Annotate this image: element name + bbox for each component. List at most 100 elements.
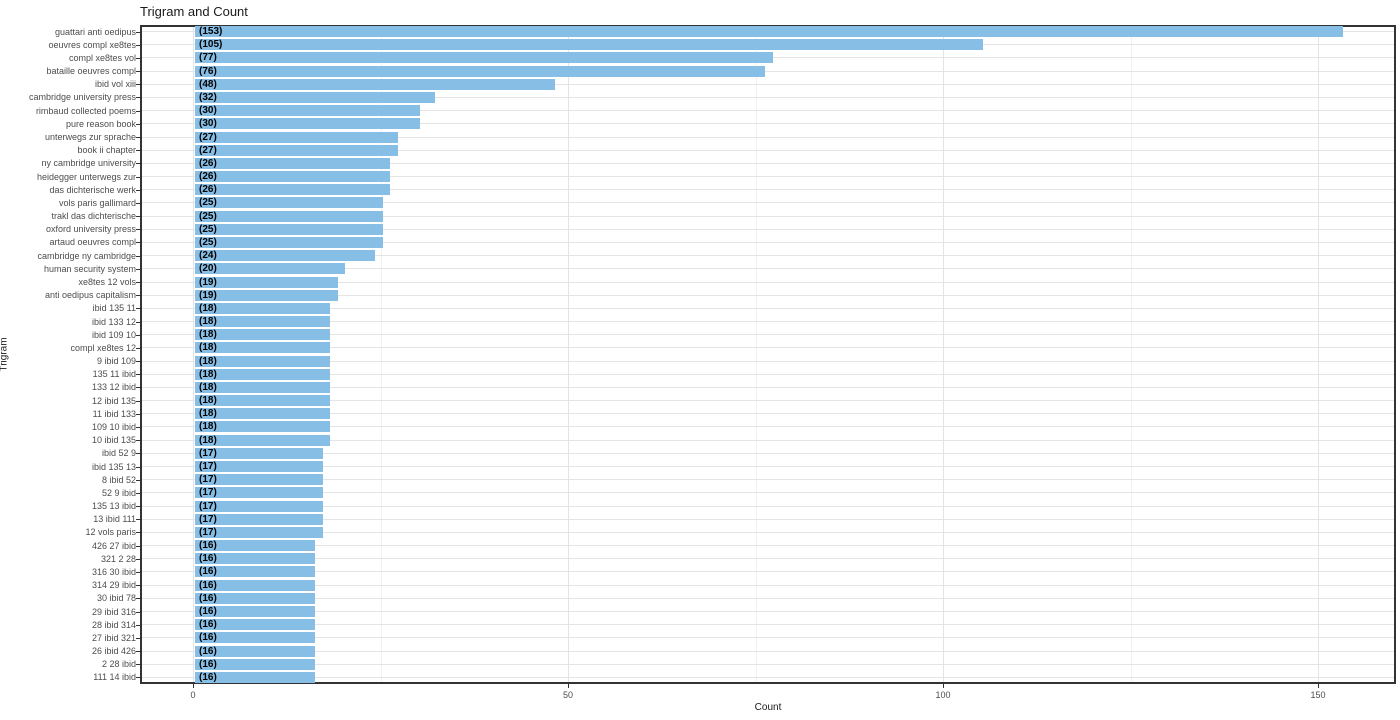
gridline-horizontal <box>142 676 1394 678</box>
gridline-horizontal <box>142 307 1394 309</box>
bar-value-label: (17) <box>199 513 217 525</box>
bar-value-label: (105) <box>199 39 223 51</box>
gridline-vertical-major <box>943 27 944 682</box>
y-tick-mark <box>136 506 140 508</box>
gridline-horizontal <box>142 386 1394 388</box>
y-tick-label: heidegger unterwegs zur <box>36 171 136 182</box>
bar <box>195 342 330 354</box>
gridline-horizontal <box>142 637 1394 639</box>
bar <box>195 434 330 446</box>
bar-value-label: (77) <box>199 52 217 64</box>
gridline-horizontal <box>142 452 1394 454</box>
bar <box>195 526 323 538</box>
y-tick-label: 52 9 ibid <box>101 487 136 498</box>
bar <box>195 329 330 341</box>
bar <box>195 65 765 77</box>
gridline-vertical-major <box>568 27 569 682</box>
y-tick-label: guattari anti oedipus <box>54 26 136 37</box>
bar-value-label: (16) <box>199 671 217 683</box>
y-tick-label: 12 ibid 135 <box>91 395 136 406</box>
y-tick-label: 426 27 ibid <box>91 540 136 551</box>
gridline-horizontal <box>142 281 1394 283</box>
y-tick-label: 12 vols paris <box>85 527 136 538</box>
bar <box>195 658 315 670</box>
gridline-horizontal <box>142 663 1394 665</box>
gridline-horizontal <box>142 611 1394 612</box>
bar-value-label: (16) <box>199 606 217 617</box>
y-tick-mark <box>136 31 140 33</box>
bar <box>195 421 330 433</box>
y-tick-mark <box>136 466 140 468</box>
gridline-horizontal <box>142 202 1394 204</box>
y-tick-label: artaud oeuvres compl <box>49 237 136 248</box>
y-tick-label: unterwegs zur sprache <box>44 132 136 143</box>
bar-value-label: (18) <box>199 434 217 446</box>
y-tick-label: pure reason book <box>65 118 136 129</box>
y-tick-label: bataille oeuvres compl <box>46 66 136 77</box>
bar-value-label: (20) <box>199 263 217 275</box>
bar <box>195 447 323 459</box>
y-tick-mark <box>136 440 140 442</box>
bar <box>195 26 1343 38</box>
bar-value-label: (18) <box>199 342 217 354</box>
bar <box>195 513 323 525</box>
gridline-horizontal <box>142 439 1394 441</box>
bar <box>195 197 383 209</box>
y-tick-mark <box>136 585 140 587</box>
bar <box>195 78 555 90</box>
bar-value-label: (48) <box>199 78 217 90</box>
bar-value-label: (26) <box>199 184 217 196</box>
bar <box>195 632 315 644</box>
bar <box>195 671 315 683</box>
bar <box>195 144 398 156</box>
bar-value-label: (19) <box>199 276 217 288</box>
y-tick-mark <box>136 137 140 139</box>
bar-value-label: (16) <box>199 632 217 644</box>
gridline-horizontal <box>142 650 1394 652</box>
gridline-horizontal <box>142 518 1394 520</box>
y-tick-label: book ii chapter <box>77 145 136 156</box>
bar-value-label: (18) <box>199 408 217 420</box>
gridline-horizontal <box>142 294 1394 296</box>
y-tick-mark <box>136 57 140 59</box>
bar-value-label: (17) <box>199 447 217 459</box>
bar-value-label: (18) <box>199 395 217 407</box>
bar <box>195 579 315 591</box>
x-tick-mark <box>193 684 194 688</box>
gridline-horizontal <box>142 624 1394 626</box>
y-tick-mark <box>136 519 140 521</box>
y-tick-mark <box>136 361 140 363</box>
y-tick-mark <box>136 123 140 125</box>
gridline-horizontal <box>142 189 1394 191</box>
gridline-horizontal <box>142 597 1394 599</box>
y-tick-mark <box>136 110 140 112</box>
bar-value-label: (17) <box>199 487 217 499</box>
bar-value-label: (25) <box>199 210 217 222</box>
bar <box>195 223 383 235</box>
y-tick-label: 10 ibid 135 <box>91 435 136 446</box>
y-tick-label: 111 14 ibid <box>93 672 136 683</box>
y-tick-mark <box>136 664 140 666</box>
bar <box>195 355 330 367</box>
bar-value-label: (18) <box>199 355 217 367</box>
y-tick-mark <box>136 426 140 428</box>
bar-value-label: (16) <box>199 658 217 670</box>
bar-value-label: (16) <box>199 592 217 604</box>
gridline-vertical-major <box>193 27 194 682</box>
bar <box>195 210 383 222</box>
y-tick-mark <box>136 374 140 376</box>
y-tick-label: oeuvres compl xe8tes <box>48 39 136 50</box>
y-tick-label: trakl das dichterische <box>51 211 136 222</box>
gridline-horizontal <box>142 334 1394 336</box>
bar-value-label: (24) <box>199 250 217 262</box>
bar <box>195 263 345 275</box>
bar-value-label: (18) <box>199 329 217 341</box>
y-tick-mark <box>136 202 140 204</box>
y-tick-mark <box>136 545 140 547</box>
bar <box>195 131 398 143</box>
y-tick-label: 11 ibid 133 <box>92 408 136 419</box>
y-tick-label: ibid 135 13 <box>91 461 136 472</box>
y-tick-label: das dichterische werk <box>49 184 136 195</box>
bar <box>195 461 323 473</box>
